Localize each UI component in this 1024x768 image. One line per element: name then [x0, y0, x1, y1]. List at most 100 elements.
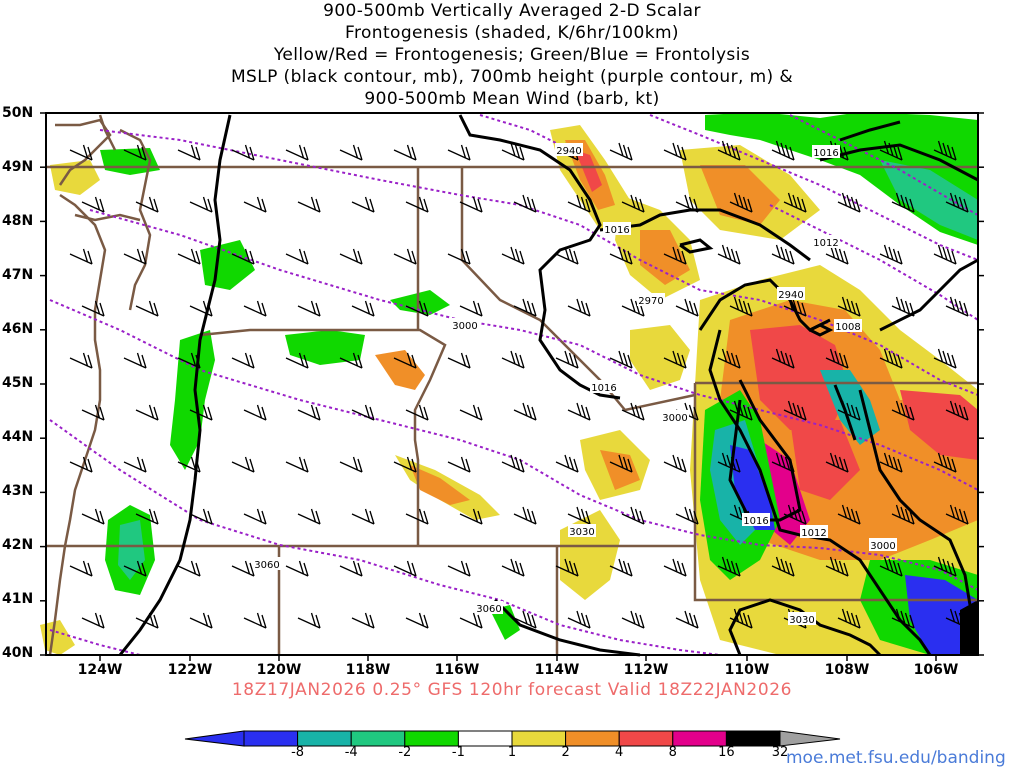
- wind-barb: [771, 348, 795, 369]
- wind-barb: [879, 452, 903, 473]
- wind-barb: [555, 454, 579, 473]
- wind-barb: [351, 300, 375, 317]
- wind-barb: [69, 560, 93, 577]
- lat-label: 42N: [2, 537, 34, 553]
- wind-barb: [609, 142, 633, 161]
- wind-barb: [69, 352, 93, 369]
- wind-barb: [675, 506, 699, 525]
- wind-barb: [285, 248, 309, 265]
- wind-barb: [675, 298, 699, 317]
- wind-barb: [609, 558, 633, 577]
- lon-label: 120W: [256, 662, 302, 678]
- mslp-label: 1012: [813, 238, 838, 249]
- wind-barb: [933, 556, 957, 577]
- wind-barb: [135, 300, 159, 317]
- wind-barb: [501, 350, 525, 369]
- height-label: 3060: [254, 560, 279, 571]
- title-line: 900-500mb Mean Wind (barb, kt): [364, 89, 660, 109]
- scale-box: [297, 730, 352, 747]
- scale-box: [243, 730, 299, 747]
- height-label: 3000: [870, 541, 895, 552]
- wind-barb: [567, 610, 591, 629]
- wind-barb: [135, 404, 159, 421]
- wind-barb: [243, 300, 267, 317]
- wind-barb: [459, 300, 483, 317]
- wind-barb: [447, 560, 471, 577]
- wind-barb: [339, 248, 363, 265]
- lat-label: 44N: [2, 429, 34, 445]
- lat-label: 40N: [2, 645, 34, 661]
- wind-barb: [675, 194, 699, 213]
- lat-label: 43N: [2, 483, 34, 499]
- wind-barb: [771, 244, 795, 265]
- scale-label: -2: [398, 745, 412, 760]
- wind-barb: [717, 140, 741, 161]
- wind-barb: [771, 140, 795, 161]
- scale-box: [350, 730, 406, 747]
- scale-label: 2: [561, 745, 570, 760]
- height-label: 2940: [778, 290, 803, 301]
- wind-barb: [501, 558, 525, 577]
- wind-barb: [513, 298, 537, 317]
- wind-barb: [513, 402, 537, 421]
- wind-barb: [135, 508, 159, 525]
- wind-barb: [771, 452, 795, 473]
- wind-barb: [459, 508, 483, 525]
- wind-barb: [771, 556, 795, 577]
- wind-barb: [339, 144, 363, 161]
- axis-ticks: [40, 112, 984, 661]
- wind-barb: [243, 196, 267, 213]
- mslp-label: 1016: [743, 516, 768, 527]
- wind-barb: [339, 352, 363, 369]
- lat-label: 46N: [2, 321, 34, 337]
- wind-barb: [717, 556, 741, 577]
- lon-label: 114W: [534, 662, 580, 678]
- title-line: Frontogenesis (shaded, K/6hr/100km): [345, 23, 679, 43]
- wind-barb: [231, 248, 255, 265]
- wind-barb: [351, 612, 375, 629]
- wind-barb: [945, 192, 969, 213]
- wind-barb: [513, 506, 537, 525]
- lat-label: 47N: [2, 267, 34, 283]
- wind-barb: [393, 456, 417, 473]
- wind-barb: [81, 612, 105, 629]
- wind-barb: [567, 194, 591, 213]
- wind-barb: [891, 608, 915, 629]
- scale-label: -1: [451, 745, 465, 760]
- wind-barb: [123, 560, 147, 577]
- scale-box: [725, 730, 781, 747]
- wind-barb: [729, 192, 753, 213]
- wind-barb: [567, 506, 591, 525]
- mslp-label: 1016: [813, 148, 838, 159]
- wind-barb: [351, 404, 375, 421]
- wind-barb: [891, 400, 915, 421]
- scale-label: 1: [507, 745, 517, 760]
- wind-barb: [837, 296, 861, 317]
- mslp-contours: [118, 114, 979, 657]
- credit-link[interactable]: moe.met.fsu.edu/banding: [786, 748, 1006, 768]
- wind-barb: [393, 248, 417, 265]
- coastline: [48, 114, 152, 656]
- wind-barb: [783, 192, 807, 213]
- wind-barb: [879, 348, 903, 369]
- lon-label: 112W: [623, 662, 669, 678]
- height-label: 2940: [556, 146, 581, 157]
- wind-barb: [933, 348, 957, 369]
- mslp-label: 1012: [801, 528, 826, 539]
- wind-barb: [243, 508, 267, 525]
- height-label: 3030: [789, 615, 814, 626]
- scale-box: [618, 730, 674, 747]
- wind-barb: [297, 508, 321, 525]
- wind-barb: [729, 400, 753, 421]
- wind-barb: [567, 298, 591, 317]
- wind-barb: [837, 504, 861, 525]
- wind-barb: [717, 244, 741, 265]
- wind-barb: [243, 612, 267, 629]
- mslp-label: 1008: [835, 322, 860, 333]
- wind-barb: [69, 456, 93, 473]
- wind-barb: [405, 404, 429, 421]
- contour-labels: 1016 1016 1012 1016 1016 1012 1008 2940 …: [253, 143, 897, 626]
- height-label: 2970: [638, 296, 663, 307]
- wind-barb: [447, 456, 471, 473]
- mslp-label: 1016: [591, 383, 616, 394]
